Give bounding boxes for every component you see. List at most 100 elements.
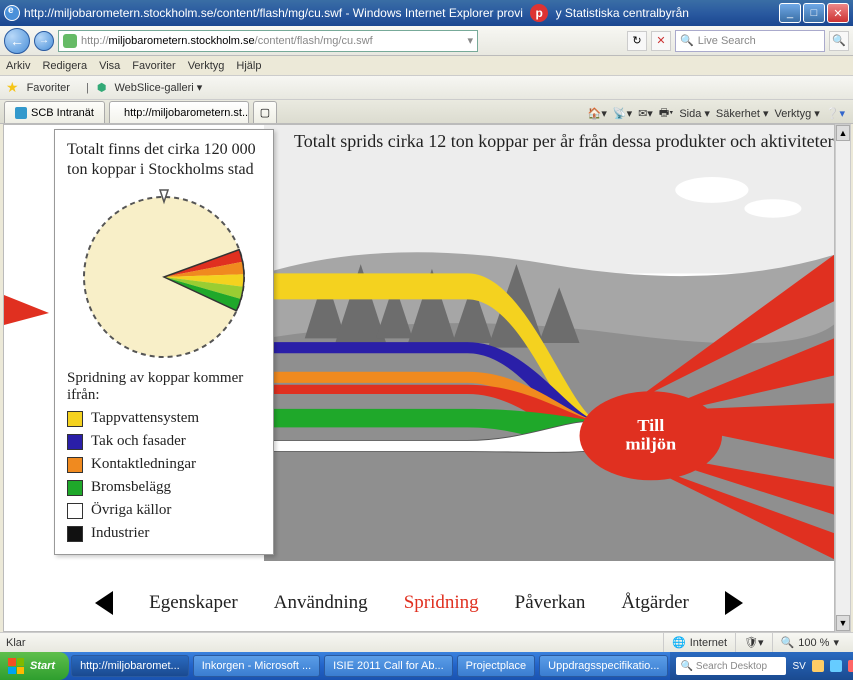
tab-label: SCB Intranät xyxy=(31,107,94,119)
scroll-down-button[interactable]: ▼ xyxy=(836,615,850,631)
red-sliver-shape xyxy=(4,295,59,335)
nav-item-påverkan[interactable]: Påverkan xyxy=(515,592,586,614)
legend-title: Spridning av koppar kommer ifrån: xyxy=(67,370,261,404)
new-tab-button[interactable]: ▢ xyxy=(253,101,277,123)
legend-swatch xyxy=(67,503,83,519)
scroll-up-button[interactable]: ▲ xyxy=(836,125,850,141)
vertical-scrollbar[interactable]: ▲ ▼ xyxy=(835,124,851,632)
ie-icon xyxy=(4,5,20,21)
tab-scb-intranat[interactable]: SCB Intranät xyxy=(4,101,105,123)
window-titlebar: http://miljobarometern.stockholm.se/cont… xyxy=(0,0,853,26)
start-button[interactable]: Start xyxy=(0,652,69,680)
print-button[interactable]: 🖶▾ xyxy=(659,104,673,123)
taskbar-button[interactable]: Uppdragsspecifikatio... xyxy=(539,655,668,677)
tab-miljobarometern[interactable]: http://miljobarometern.st... ✕ xyxy=(109,101,249,123)
legend-label: Övriga källor xyxy=(91,502,171,519)
menu-arkiv[interactable]: Arkiv xyxy=(6,60,30,72)
tray-icon[interactable] xyxy=(848,660,853,672)
address-bar: ← → http:// miljobarometern.stockholm.se… xyxy=(0,26,853,56)
refresh-button[interactable]: ↻ xyxy=(627,31,647,51)
tray-search-input[interactable]: 🔍Search Desktop xyxy=(676,657,786,675)
stop-button[interactable]: ✕ xyxy=(651,31,671,51)
menu-favoriter[interactable]: Favoriter xyxy=(132,60,175,72)
heading-right: Totalt sprids cirka 12 ton koppar per år… xyxy=(294,131,834,153)
legend-label: Bromsbelägg xyxy=(91,479,171,496)
menu-bar: Arkiv Redigera Visa Favoriter Verktyg Hj… xyxy=(0,56,853,76)
nav-prev-button[interactable] xyxy=(95,591,113,615)
command-bar: 🏠▾ 📡▾ ✉▾ 🖶▾ Sida ▾ Säkerhet ▾ Verktyg ▾ … xyxy=(588,104,853,123)
page-icon xyxy=(63,34,77,48)
taskbar-button[interactable]: ISIE 2011 Call for Ab... xyxy=(324,655,452,677)
menu-visa[interactable]: Visa xyxy=(99,60,120,72)
window-close-button[interactable]: ✕ xyxy=(827,3,849,23)
url-path: /content/flash/mg/cu.swf xyxy=(255,35,373,47)
search-input[interactable]: 🔍 Live Search xyxy=(675,30,825,52)
nav-item-användning[interactable]: Användning xyxy=(274,592,368,614)
url-scheme: http:// xyxy=(81,35,109,47)
url-host: miljobarometern.stockholm.se xyxy=(109,35,255,47)
svg-text:Till: Till xyxy=(637,416,664,435)
search-placeholder: Live Search xyxy=(698,35,756,47)
legend-swatch xyxy=(67,480,83,496)
tray-lang[interactable]: SV xyxy=(792,661,805,672)
window-minimize-button[interactable]: _ xyxy=(779,3,801,23)
page-menu[interactable]: Sida ▾ xyxy=(679,107,710,120)
taskbar-button[interactable]: Projectplace xyxy=(457,655,536,677)
menu-verktyg[interactable]: Verktyg xyxy=(188,60,225,72)
pie-chart xyxy=(74,184,254,364)
window-maximize-button[interactable]: □ xyxy=(803,3,825,23)
nav-item-spridning[interactable]: Spridning xyxy=(404,592,479,614)
taskbar-button[interactable]: http://miljobaromet... xyxy=(71,655,189,677)
section-nav: Egenskaper Användning Spridning Påverkan Åtg… xyxy=(4,577,834,629)
nav-item-åtgärder[interactable]: Åtgärder xyxy=(621,592,689,614)
scene-background: Till miljön xyxy=(264,125,834,561)
provider-badge-icon: p xyxy=(530,4,548,22)
legend: Tappvattensystem Tak och fasader Kontaktle… xyxy=(67,410,261,542)
home-button[interactable]: 🏠▾ xyxy=(588,107,607,120)
tab-row: SCB Intranät http://miljobarometern.st..… xyxy=(0,100,853,124)
address-field[interactable]: http:// miljobarometern.stockholm.se /co… xyxy=(58,30,478,52)
search-go-button[interactable]: 🔍 xyxy=(829,31,849,51)
zoom-control[interactable]: 🔍 100 % ▾ xyxy=(772,633,847,652)
tools-menu[interactable]: Verktyg ▾ xyxy=(775,107,820,120)
protected-mode[interactable]: 🛡▾ xyxy=(735,633,772,652)
title-text-left: http://miljobarometern.stockholm.se/cont… xyxy=(24,6,523,20)
security-zone[interactable]: 🌐 Internet xyxy=(663,633,735,652)
webslice-label[interactable]: WebSlice-galleri ▾ xyxy=(114,81,202,94)
legend-row: Bromsbelägg xyxy=(67,479,261,496)
nav-next-button[interactable] xyxy=(725,591,743,615)
legend-row: Tappvattensystem xyxy=(67,410,261,427)
system-tray: 🔍Search Desktop SV 10:34 xyxy=(670,652,853,680)
safety-menu[interactable]: Säkerhet ▾ xyxy=(716,107,769,120)
windows-logo-icon xyxy=(8,658,24,674)
info-box: Totalt finns det cirka 120 000 ton koppa… xyxy=(54,129,274,555)
webslice-icon: ⬢ xyxy=(97,81,107,94)
legend-row: Tak och fasader xyxy=(67,433,261,450)
legend-swatch xyxy=(67,434,83,450)
legend-label: Kontaktledningar xyxy=(91,456,196,473)
menu-hjalp[interactable]: Hjälp xyxy=(236,60,261,72)
favorites-label[interactable]: Favoriter xyxy=(27,82,70,94)
favorites-star-icon[interactable]: ★ xyxy=(6,79,19,96)
legend-row: Övriga källor xyxy=(67,502,261,519)
nav-forward-button[interactable]: → xyxy=(34,31,54,51)
svg-text:miljön: miljön xyxy=(625,434,676,453)
status-bar: Klar 🌐 Internet 🛡▾ 🔍 100 % ▾ xyxy=(0,632,853,652)
taskbar-button[interactable]: Inkorgen - Microsoft ... xyxy=(193,655,320,677)
favorites-bar: ★ Favoriter | ⬢ WebSlice-galleri ▾ xyxy=(0,76,853,100)
nav-back-button[interactable]: ← xyxy=(4,28,30,54)
help-button[interactable]: ❔▾ xyxy=(826,107,845,120)
mail-button[interactable]: ✉▾ xyxy=(638,107,653,120)
globe-icon: 🌐 xyxy=(672,636,686,649)
flash-stage: Till miljön Totalt sprids cirka 12 ton k… xyxy=(4,125,834,631)
tab-favicon-icon xyxy=(15,107,27,119)
nav-item-egenskaper[interactable]: Egenskaper xyxy=(149,592,238,614)
taskbar: Start http://miljobaromet...Inkorgen - M… xyxy=(0,652,853,680)
box-title: Totalt finns det cirka 120 000 ton koppa… xyxy=(67,140,261,180)
tray-icon[interactable] xyxy=(812,660,824,672)
page-viewport: Till miljön Totalt sprids cirka 12 ton k… xyxy=(3,124,835,632)
tray-icon[interactable] xyxy=(830,660,842,672)
menu-redigera[interactable]: Redigera xyxy=(42,60,87,72)
window-title: http://miljobarometern.stockholm.se/cont… xyxy=(24,4,779,22)
feeds-button[interactable]: 📡▾ xyxy=(613,107,632,120)
